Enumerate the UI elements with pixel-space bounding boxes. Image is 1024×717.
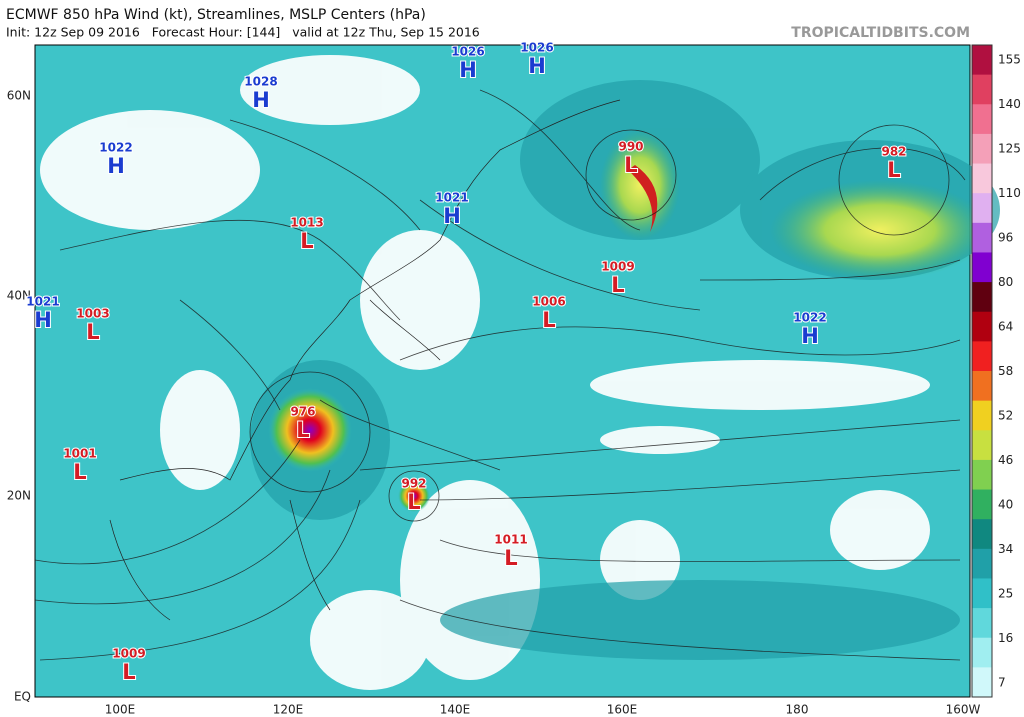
colorbar-swatch: [972, 341, 992, 372]
lon-label: 160E: [607, 703, 638, 717]
center-type: H: [252, 88, 270, 112]
center-type: H: [528, 54, 546, 78]
center-pressure: 1021: [435, 191, 468, 205]
colorbar: 155 140 125 110 96 80 64 58 52 46 40 34 25 16 7: [971, 44, 1021, 698]
center-type: H: [107, 154, 125, 178]
colorbar-swatch: [972, 548, 992, 579]
title: ECMWF 850 hPa Wind (kt), Streamlines, MS…: [6, 7, 426, 23]
lat-label: 20N: [7, 489, 31, 503]
streamlines: [34, 89, 966, 661]
center-pressure: 1009: [112, 647, 145, 661]
center-type: H: [443, 204, 461, 228]
calm-areas: [40, 55, 930, 690]
center-pressure: 992: [401, 477, 426, 491]
colorbar-label: 16: [998, 631, 1013, 645]
colorbar-swatch: [972, 667, 992, 698]
center-pressure: 1022: [793, 311, 826, 325]
colorbar-swatch: [972, 459, 992, 491]
center-pressure: 1026: [520, 41, 553, 55]
colorbar-swatch: [972, 222, 992, 253]
colorbar-label: 46: [998, 453, 1013, 467]
colorbar-label: 64: [998, 320, 1013, 334]
colorbar-label: 52: [998, 409, 1013, 423]
center-type: L: [611, 273, 624, 297]
center-type: H: [459, 58, 477, 82]
colorbar-label: 155: [998, 53, 1021, 67]
colorbar-frame: [971, 44, 993, 698]
center-pressure: 1028: [244, 75, 277, 89]
map: [34, 44, 1000, 698]
center-type: L: [407, 490, 420, 514]
colorbar-label: 80: [998, 275, 1013, 289]
subtitle: Init: 12z Sep 09 2016 Forecast Hour: [14…: [6, 25, 480, 40]
colorbar-swatch: [972, 489, 992, 520]
colorbar-swatch: [972, 104, 992, 135]
colorbar-swatch: [972, 193, 992, 224]
credit: TROPICALTIDBITS.COM: [791, 25, 970, 41]
lat-label: 40N: [7, 289, 31, 303]
lat-label: 60N: [7, 89, 31, 103]
center-pressure: 1013: [290, 216, 323, 230]
center-pressure: 1026: [451, 45, 484, 59]
center-type: L: [73, 460, 86, 484]
center-type: L: [504, 546, 517, 570]
center-type: L: [86, 320, 99, 344]
wind-max: [600, 130, 680, 240]
center-type: L: [122, 660, 135, 684]
colorbar-swatch: [972, 311, 992, 342]
lon-label: 180: [786, 703, 809, 717]
center-pressure: 990: [618, 140, 643, 154]
lat-label: EQ: [14, 690, 31, 704]
colorbar-label: 58: [998, 364, 1013, 378]
lon-label: 140E: [440, 703, 471, 717]
colorbar-swatch: [972, 74, 992, 105]
colorbar-swatch: [972, 519, 992, 550]
center-type: L: [300, 229, 313, 253]
colorbar-label: 25: [998, 587, 1013, 601]
center-pressure: 1001: [63, 447, 96, 461]
lon-label: 160W: [946, 703, 981, 717]
center-type: L: [296, 418, 309, 442]
center-pressure: 1006: [532, 295, 565, 309]
lon-label: 120E: [273, 703, 304, 717]
colorbar-swatch: [972, 45, 992, 76]
colorbar-swatch: [972, 371, 992, 402]
typhoon: [398, 480, 430, 512]
colorbar-swatch: [972, 282, 992, 313]
colorbar-swatch: [972, 133, 992, 165]
wind-max: [628, 165, 658, 232]
colorbar-swatch: [972, 637, 992, 668]
colorbar-swatch: [972, 252, 992, 283]
colorbar-label: 140: [998, 97, 1021, 111]
center-type: H: [801, 324, 819, 348]
colorbar-label: 34: [998, 542, 1013, 556]
colorbar-swatch: [972, 400, 992, 431]
colorbar-label: 96: [998, 231, 1013, 245]
center-pressure: 1003: [76, 307, 109, 321]
colorbar-label: 7: [998, 676, 1006, 690]
center-pressure: 982: [881, 145, 906, 159]
wind-max: [770, 180, 990, 280]
center-type: L: [887, 158, 900, 182]
colorbar-swatch: [972, 430, 992, 461]
center-type: L: [542, 308, 555, 332]
center-pressure: 1021: [26, 295, 59, 309]
center-pressure: 1022: [99, 141, 132, 155]
colorbar-label: 110: [998, 186, 1021, 200]
colorbar-swatch: [972, 608, 992, 639]
typhoon: [268, 388, 352, 472]
colorbar-label: 40: [998, 498, 1013, 512]
center-pressure: 976: [290, 405, 315, 419]
colorbar-swatch: [972, 163, 992, 194]
colorbar-swatch: [972, 578, 992, 609]
center-pressure: 1009: [601, 260, 634, 274]
lon-label: 100E: [105, 703, 136, 717]
center-pressure: 1011: [494, 533, 527, 547]
coastlines: [109, 99, 621, 621]
center-type: L: [624, 153, 637, 177]
colorbar-label: 125: [998, 142, 1021, 156]
center-type: H: [34, 308, 52, 332]
